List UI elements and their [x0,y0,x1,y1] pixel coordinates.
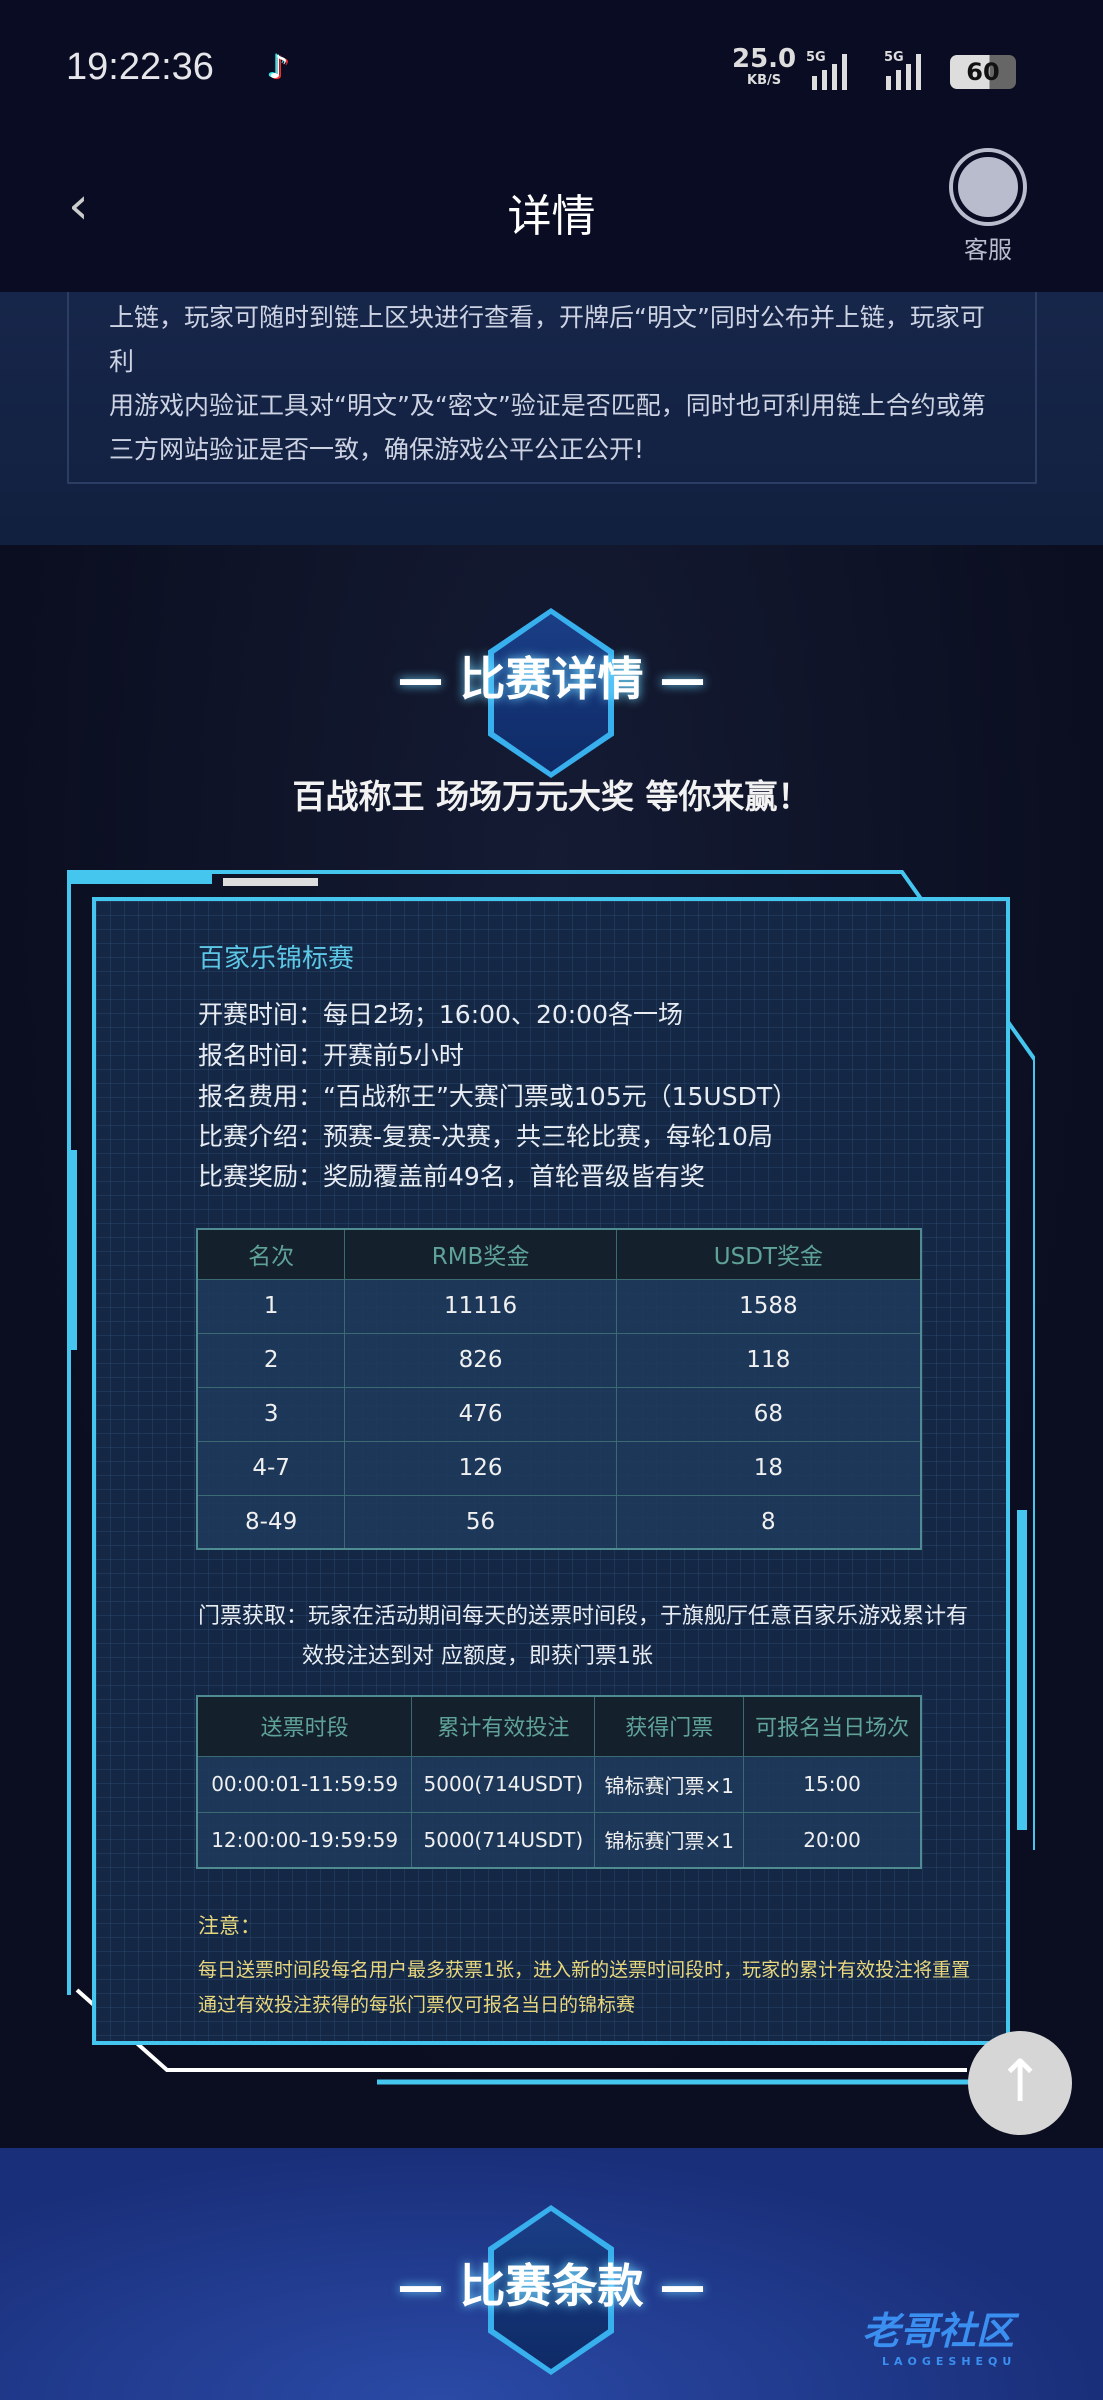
intro-line: 用游戏内验证工具对“明文”及“密文”验证是否匹配，同时也可利用链上合约或第 [109,391,986,420]
contest-name: 百家乐锦标赛 [198,944,355,974]
intro-box: 上链，玩家可随时到链上区块进行查看，开牌后“明文”同时公布并上链，玩家可利 用游… [67,292,1037,484]
network-speed: 25.0 KB/S [732,46,796,92]
intro-line: 三方网站验证是否一致，确保游戏公平公正公开! [109,435,645,464]
table-row: 12:00:00-19:59:59 5000(714USDT) 锦标赛门票×1 20:… [196,1811,922,1869]
prize-table: 名次 RMB奖金 USDT奖金 1 11116 1588 2 826 118 3 476 68 … [196,1228,922,1550]
signal-icon: 5G [876,50,922,90]
note-line: 通过有效投注获得的每张门票仅可报名当日的锦标赛 [198,1994,636,2016]
clock: 19:22:36 [66,46,214,88]
cell: 15:00 [743,1755,922,1813]
cell: 1 [196,1278,346,1334]
cell: 18 [615,1440,922,1496]
section-title: — 比赛条款 — [397,2259,706,2313]
cell: 11116 [344,1278,617,1334]
info-rewards: 比赛奖励：奖励覆盖前49名，首轮晋级皆有奖 [198,1162,705,1191]
table-header-row: 送票时段 累计有效投注 获得门票 可报名当日场次 [196,1695,922,1757]
cell: 826 [344,1332,617,1388]
arrow-up-icon: ↑ [995,2047,1045,2115]
cell: 5000(714USDT) [411,1811,596,1869]
table-row: 8-49 56 8 [196,1494,922,1550]
col-header: 送票时段 [196,1695,413,1757]
headset-icon [953,152,1023,222]
cell: 2 [196,1332,346,1388]
table-row: 3 476 68 [196,1386,922,1442]
ticket-info-line: 效投注达到对 应额度，即获门票1张 [302,1644,653,1669]
cell: 4-7 [196,1440,346,1496]
cell: 20:00 [743,1811,922,1869]
intro-section [0,292,1103,545]
table-row: 1 11116 1588 [196,1278,922,1334]
section-subtitle: 百战称王 场场万元大奖 等你来赢！ [292,777,811,816]
signal-label: 5G [884,50,904,65]
table-row: 00:00:01-11:59:59 5000(714USDT) 锦标赛门票×1 15:… [196,1755,922,1813]
section-title-text: 比赛详情 [459,652,644,706]
watermark-subtext: LAOGESHEQU [882,2355,1017,2368]
ticket-info-line: 门票获取：玩家在活动期间每天的送票时间段，于旗舰厅任意百家乐游戏累计有 [198,1604,969,1629]
cell: 126 [344,1440,617,1496]
col-header: 可报名当日场次 [743,1695,922,1757]
cell: 1588 [615,1278,922,1334]
signal-icon: 5G [806,50,852,90]
cell: 5000(714USDT) [411,1755,596,1813]
signal-label: 5G [806,50,826,65]
speed-value: 25.0 [732,44,797,74]
col-header: 获得门票 [594,1695,745,1757]
speed-unit: KB/S [747,73,782,88]
col-header: USDT奖金 [615,1228,922,1280]
status-bar: 19:22:36 ♪ 25.0 KB/S 5G 5G 60 [0,0,1103,110]
cell: 00:00:01-11:59:59 [196,1755,413,1813]
cell: 3 [196,1386,346,1442]
col-header: RMB奖金 [344,1228,617,1280]
ticket-table: 送票时段 累计有效投注 获得门票 可报名当日场次 00:00:01-11:59:59 5… [196,1695,922,1869]
col-header: 累计有效投注 [411,1695,596,1757]
info-start-time: 开赛时间：每日2场；16:00、20:00各一场 [198,1000,683,1029]
table-row: 2 826 118 [196,1332,922,1388]
scroll-to-top-button[interactable]: ↑ [968,2031,1072,2135]
battery-icon: 60 [950,55,1016,89]
tiktok-icon: ♪ [268,48,289,86]
page-title: 详情 [507,191,596,242]
watermark-logo: 老哥社区 LAOGESHEQU [862,2300,1016,2368]
cell: 8 [615,1494,922,1550]
customer-service-label: 客服 [964,236,1012,264]
note-line: 每日送票时间段每名用户最多获票1张，进入新的送票时间段时，玩家的累计有效投注将重… [198,1959,971,1981]
cell: 锦标赛门票×1 [594,1755,745,1813]
cell: 8-49 [196,1494,346,1550]
info-signup-time: 报名时间：开赛前5小时 [198,1041,464,1070]
intro-line: 上链，玩家可随时到链上区块进行查看，开牌后“明文”同时公布并上链，玩家可利 [109,303,985,376]
nav-header [0,110,1103,292]
table-header-row: 名次 RMB奖金 USDT奖金 [196,1228,922,1280]
section-title-text: 比赛条款 [459,2259,644,2313]
note-title: 注意： [198,1914,261,1938]
cell: 12:00:00-19:59:59 [196,1811,413,1869]
back-button[interactable]: ‹ [68,176,89,236]
cell: 118 [615,1332,922,1388]
cell: 68 [615,1386,922,1442]
watermark-text: 老哥社区 [862,2309,1015,2353]
cell: 476 [344,1386,617,1442]
table-row: 4-7 126 18 [196,1440,922,1496]
section-title: — 比赛详情 — [397,652,706,706]
cell: 56 [344,1494,617,1550]
info-format: 比赛介绍：预赛-复赛-决赛，共三轮比赛，每轮10局 [198,1122,773,1151]
cell: 锦标赛门票×1 [594,1811,745,1869]
info-fee: 报名费用：“百战称王”大赛门票或105元（15USDT） [198,1082,798,1111]
customer-service-button[interactable]: 客服 [948,152,1028,265]
col-header: 名次 [196,1228,346,1280]
